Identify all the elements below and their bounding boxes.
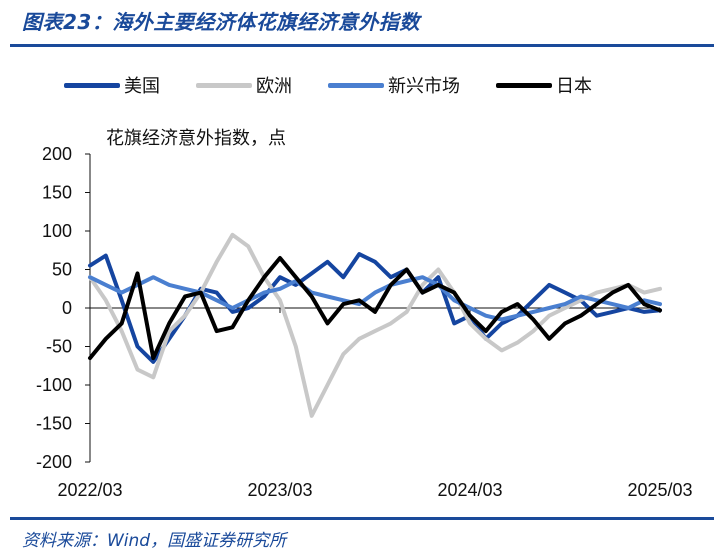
y-tick-label: 100 — [42, 221, 72, 241]
series-line-europe — [88, 232, 662, 418]
y-tick-label: 200 — [42, 144, 72, 164]
legend-label: 欧洲 — [256, 76, 292, 97]
x-tick-label: 2022/03 — [57, 480, 122, 500]
legend-label: 新兴市场 — [388, 76, 460, 97]
title-rule — [10, 44, 714, 47]
series-line-em — [88, 275, 662, 322]
y-tick-label: -100 — [36, 375, 72, 395]
legend-item-em: 新兴市场 — [328, 72, 460, 98]
series-layer — [88, 232, 662, 418]
source-note: 资料来源：Wind，国盛证券研究所 — [22, 531, 287, 551]
x-tick-label: 2024/03 — [437, 480, 502, 500]
legend-item-europe: 欧洲 — [196, 72, 292, 98]
x-axis: 2022/03 2023/03 2024/03 2025/03 — [57, 307, 693, 500]
y-tick-label: -50 — [46, 337, 72, 357]
x-tick-label: 2025/03 — [627, 480, 692, 500]
y-tick-label: -200 — [36, 452, 72, 472]
y-tick-label: 50 — [52, 260, 72, 280]
legend-item-us: 美国 — [64, 72, 160, 98]
y-axis: 200 150 100 50 0 -50 -100 -150 -200 — [36, 144, 91, 472]
legend-swatch — [328, 82, 384, 88]
line-chart: 花旗经济意外指数，点 200 150 100 50 0 -50 -100 -150 -200 2… — [36, 128, 693, 500]
y-tick-label: -150 — [36, 414, 72, 434]
legend-item-japan: 日本 — [496, 72, 592, 98]
chart-legend: 美国 欧洲 新兴市场 日本 — [64, 72, 592, 98]
legend-swatch — [496, 82, 552, 88]
y-tick-label: 150 — [42, 183, 72, 203]
y-unit-label: 花旗经济意外指数，点 — [106, 128, 286, 149]
legend-swatch — [64, 82, 120, 88]
series-line-japan — [88, 256, 662, 361]
y-tick-label: 0 — [62, 298, 72, 318]
x-tick-label: 2023/03 — [247, 480, 312, 500]
source-rule — [10, 517, 714, 520]
legend-swatch — [196, 82, 252, 88]
legend-label: 日本 — [556, 76, 592, 97]
legend-label: 美国 — [124, 76, 160, 97]
figure-title: 图表23：海外主要经济体花旗经济意外指数 — [22, 10, 420, 34]
